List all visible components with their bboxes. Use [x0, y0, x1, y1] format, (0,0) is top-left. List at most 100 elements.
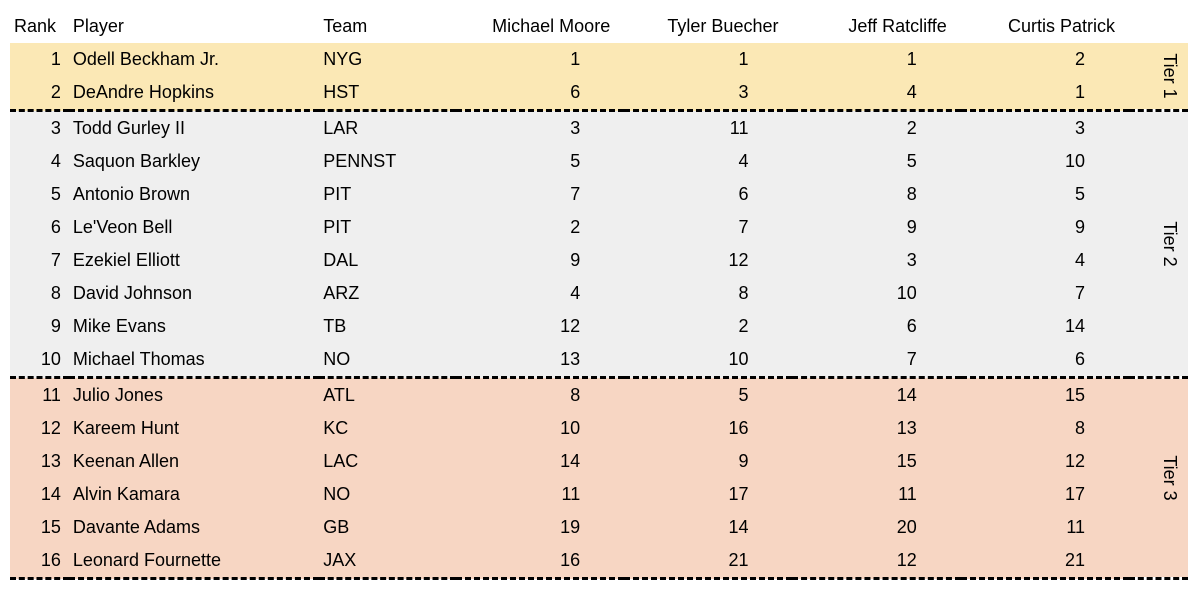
cell-expert-pick: 8: [456, 378, 624, 413]
table-row: 6Le'Veon BellPIT2799: [10, 211, 1188, 244]
cell-rank: 1: [10, 43, 69, 76]
cell-expert-pick: 21: [624, 544, 792, 579]
cell-expert-pick: 8: [792, 178, 960, 211]
cell-player: Odell Beckham Jr.: [69, 43, 319, 76]
cell-expert-pick: 11: [961, 511, 1129, 544]
header-rank: Rank: [10, 10, 69, 43]
cell-expert-pick: 1: [792, 43, 960, 76]
cell-expert-pick: 1: [624, 43, 792, 76]
table-row: 1Odell Beckham Jr.NYG1112Tier 1: [10, 43, 1188, 76]
cell-expert-pick: 17: [961, 478, 1129, 511]
cell-expert-pick: 9: [456, 244, 624, 277]
cell-player: Ezekiel Elliott: [69, 244, 319, 277]
cell-expert-pick: 11: [456, 478, 624, 511]
cell-expert-pick: 3: [961, 111, 1129, 146]
cell-player: Saquon Barkley: [69, 145, 319, 178]
cell-expert-pick: 2: [624, 310, 792, 343]
table-row: 8David JohnsonARZ48107: [10, 277, 1188, 310]
cell-expert-pick: 7: [792, 343, 960, 378]
cell-expert-pick: 1: [456, 43, 624, 76]
cell-team: DAL: [319, 244, 456, 277]
header-tier-spacer: [1129, 10, 1188, 43]
cell-expert-pick: 7: [624, 211, 792, 244]
cell-expert-pick: 15: [961, 378, 1129, 413]
cell-expert-pick: 16: [624, 412, 792, 445]
cell-team: HST: [319, 76, 456, 111]
cell-expert-pick: 5: [792, 145, 960, 178]
cell-team: PIT: [319, 211, 456, 244]
cell-team: NO: [319, 343, 456, 378]
tier-label-cell: Tier 1: [1129, 43, 1188, 111]
cell-expert-pick: 7: [456, 178, 624, 211]
cell-player: Mike Evans: [69, 310, 319, 343]
cell-expert-pick: 8: [961, 412, 1129, 445]
rankings-table: RankPlayerTeamMichael MooreTyler Buecher…: [10, 10, 1188, 580]
cell-expert-pick: 5: [961, 178, 1129, 211]
table-row: 9Mike EvansTB122614: [10, 310, 1188, 343]
cell-expert-pick: 10: [456, 412, 624, 445]
cell-expert-pick: 9: [961, 211, 1129, 244]
cell-expert-pick: 16: [456, 544, 624, 579]
cell-team: LAR: [319, 111, 456, 146]
table-row: 13Keenan AllenLAC1491512: [10, 445, 1188, 478]
cell-rank: 10: [10, 343, 69, 378]
cell-expert-pick: 12: [961, 445, 1129, 478]
cell-expert-pick: 9: [792, 211, 960, 244]
cell-expert-pick: 9: [624, 445, 792, 478]
cell-player: Le'Veon Bell: [69, 211, 319, 244]
cell-rank: 16: [10, 544, 69, 579]
cell-player: David Johnson: [69, 277, 319, 310]
cell-expert-pick: 13: [456, 343, 624, 378]
cell-rank: 2: [10, 76, 69, 111]
cell-expert-pick: 4: [624, 145, 792, 178]
tier-label: Tier 1: [1159, 53, 1180, 98]
cell-expert-pick: 12: [456, 310, 624, 343]
cell-expert-pick: 11: [624, 111, 792, 146]
table-row: 12Kareem HuntKC1016138: [10, 412, 1188, 445]
cell-expert-pick: 1: [961, 76, 1129, 111]
cell-rank: 6: [10, 211, 69, 244]
cell-rank: 13: [10, 445, 69, 478]
tier-label: Tier 3: [1159, 455, 1180, 500]
header-expert: Jeff Ratcliffe: [792, 10, 960, 43]
cell-team: NYG: [319, 43, 456, 76]
cell-expert-pick: 3: [624, 76, 792, 111]
cell-rank: 11: [10, 378, 69, 413]
cell-expert-pick: 6: [624, 178, 792, 211]
table-row: 10Michael ThomasNO131076: [10, 343, 1188, 378]
header-team: Team: [319, 10, 456, 43]
tier-label: Tier 2: [1159, 221, 1180, 266]
cell-player: Keenan Allen: [69, 445, 319, 478]
header-expert: Curtis Patrick: [961, 10, 1129, 43]
cell-player: DeAndre Hopkins: [69, 76, 319, 111]
cell-team: JAX: [319, 544, 456, 579]
cell-expert-pick: 20: [792, 511, 960, 544]
tier-label-cell: Tier 2: [1129, 111, 1188, 378]
cell-team: KC: [319, 412, 456, 445]
cell-expert-pick: 17: [624, 478, 792, 511]
cell-player: Leonard Fournette: [69, 544, 319, 579]
table-row: 2DeAndre HopkinsHST6341: [10, 76, 1188, 111]
cell-player: Michael Thomas: [69, 343, 319, 378]
cell-expert-pick: 2: [961, 43, 1129, 76]
header-player: Player: [69, 10, 319, 43]
cell-expert-pick: 6: [961, 343, 1129, 378]
cell-rank: 3: [10, 111, 69, 146]
cell-expert-pick: 7: [961, 277, 1129, 310]
cell-rank: 12: [10, 412, 69, 445]
cell-expert-pick: 15: [792, 445, 960, 478]
table-row: 7Ezekiel ElliottDAL91234: [10, 244, 1188, 277]
cell-expert-pick: 14: [456, 445, 624, 478]
cell-player: Julio Jones: [69, 378, 319, 413]
cell-expert-pick: 13: [792, 412, 960, 445]
cell-team: TB: [319, 310, 456, 343]
cell-team: ATL: [319, 378, 456, 413]
cell-rank: 4: [10, 145, 69, 178]
table-row: 15Davante AdamsGB19142011: [10, 511, 1188, 544]
cell-expert-pick: 12: [792, 544, 960, 579]
cell-expert-pick: 11: [792, 478, 960, 511]
cell-expert-pick: 2: [792, 111, 960, 146]
cell-expert-pick: 10: [792, 277, 960, 310]
cell-rank: 9: [10, 310, 69, 343]
header-expert: Michael Moore: [456, 10, 624, 43]
